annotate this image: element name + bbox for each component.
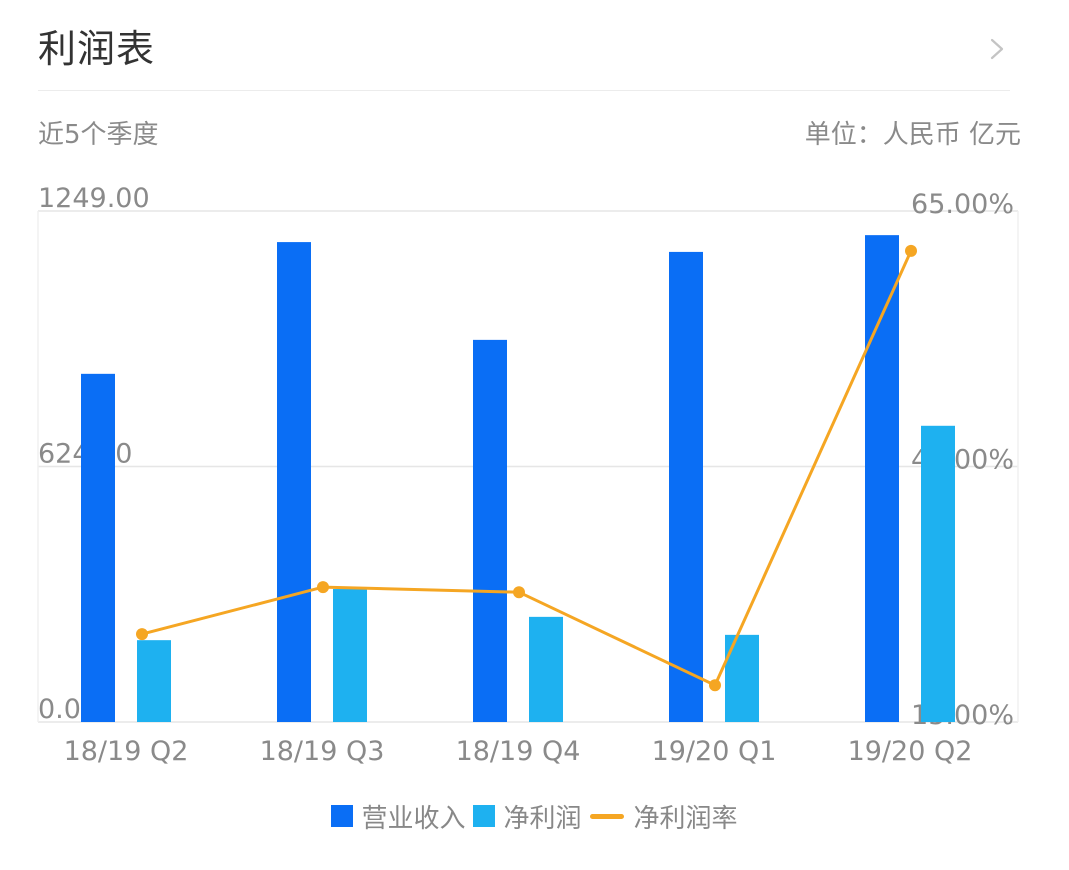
y-left-tick-label: 1249.00 — [38, 183, 150, 214]
bar-net-profit[interactable] — [921, 425, 955, 722]
net-margin-point[interactable] — [317, 581, 329, 594]
profit-chart: 0.00624.001249.0015.00%40.00%65.00%18/19… — [0, 170, 1069, 790]
chevron-right-icon[interactable] — [984, 36, 1010, 62]
legend-square-icon — [331, 805, 354, 827]
period-label: 近5个季度 — [38, 120, 159, 150]
legend-label: 净利润率 — [633, 803, 738, 834]
x-tick-label: 19/20 Q1 — [652, 736, 777, 767]
legend-label: 净利润 — [503, 803, 582, 834]
legend-square-icon — [473, 805, 496, 827]
bar-net-profit[interactable] — [333, 589, 367, 722]
bar-revenue[interactable] — [865, 235, 899, 723]
x-tick-label: 18/19 Q3 — [260, 736, 385, 767]
chart-canvas: 0.00624.001249.0015.00%40.00%65.00%18/19… — [37, 183, 1019, 767]
header-divider — [38, 90, 1010, 91]
x-tick-label: 18/19 Q2 — [64, 736, 189, 767]
net-margin-line — [141, 250, 913, 688]
legend-item-net-profit[interactable]: 净利润 — [473, 798, 582, 835]
bar-net-profit[interactable] — [725, 634, 759, 722]
legend-line-icon — [589, 813, 624, 819]
net-margin-point[interactable] — [709, 679, 721, 692]
card-header[interactable]: 利润表 — [38, 14, 1010, 90]
bar-revenue[interactable] — [473, 339, 507, 722]
x-tick-label: 19/20 Q2 — [848, 736, 973, 767]
net-margin-point[interactable] — [513, 586, 525, 599]
legend-item-net-margin[interactable]: 净利润率 — [589, 798, 738, 835]
legend-label: 营业收入 — [361, 803, 466, 834]
y-right-tick-label: 65.00% — [911, 189, 1014, 220]
net-margin-point[interactable] — [905, 244, 917, 257]
unit-label: 单位：人民币 亿元 — [804, 120, 1021, 150]
legend-item-revenue[interactable]: 营业收入 — [331, 798, 465, 835]
bar-net-profit[interactable] — [137, 640, 171, 722]
card-title: 利润表 — [38, 27, 156, 71]
bar-revenue[interactable] — [81, 373, 115, 722]
chart-legend: 营业收入 净利润 净利润率 — [0, 796, 1069, 836]
bar-revenue[interactable] — [277, 242, 311, 722]
bar-net-profit[interactable] — [529, 616, 563, 722]
x-tick-label: 18/19 Q4 — [456, 736, 581, 767]
bar-revenue[interactable] — [669, 251, 703, 723]
net-margin-point[interactable] — [136, 628, 148, 641]
